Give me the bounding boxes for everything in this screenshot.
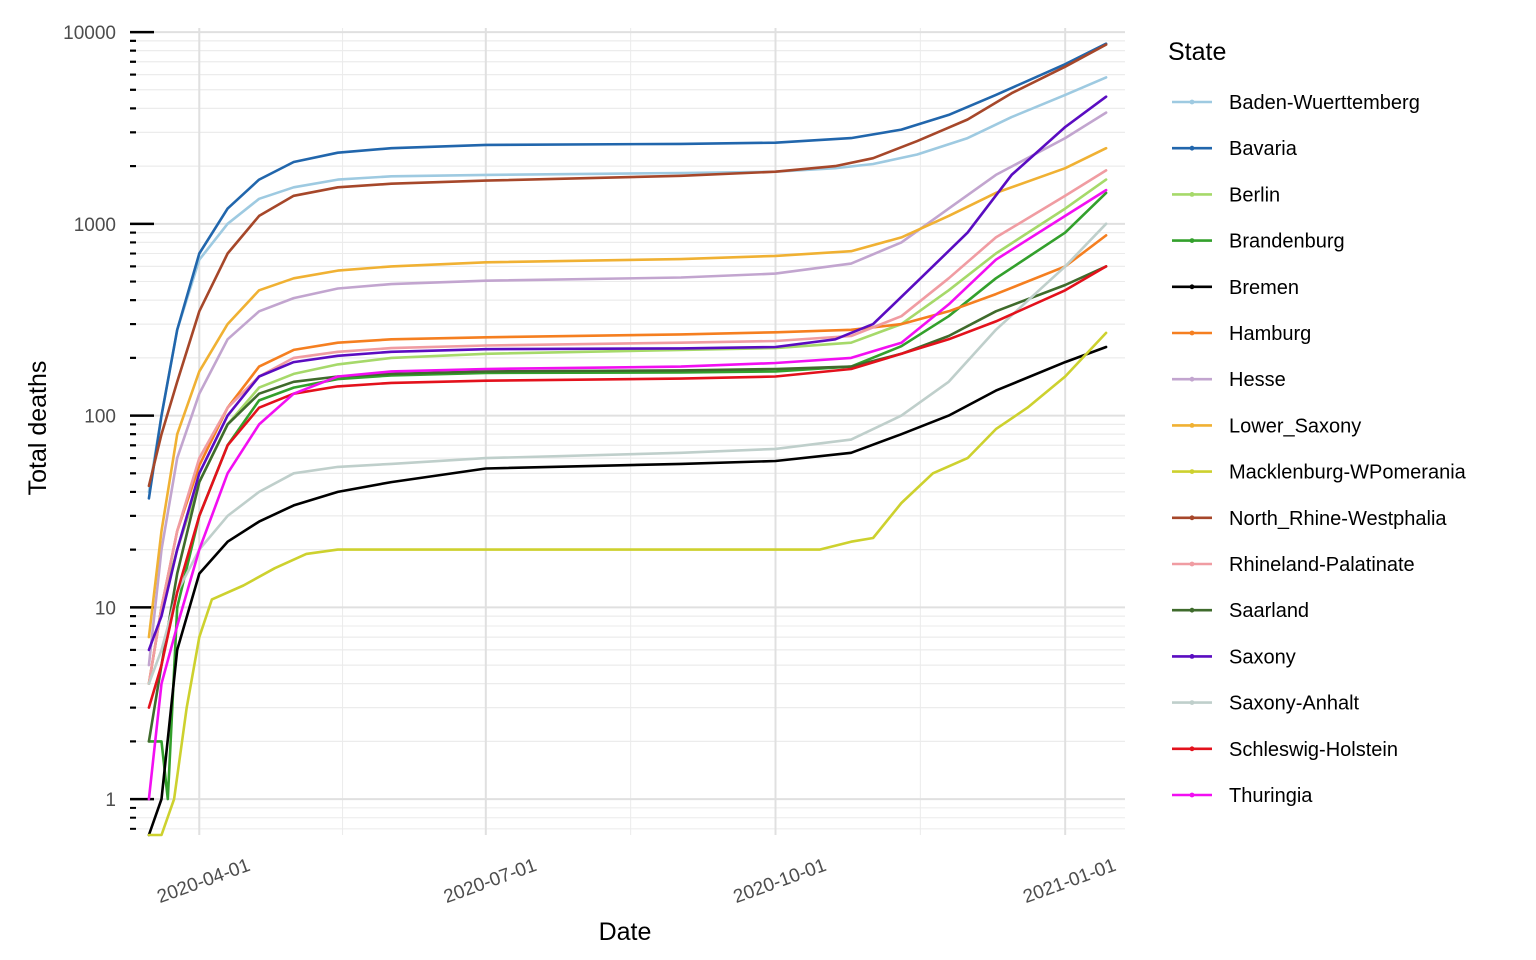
- legend-key-point: [1189, 238, 1195, 244]
- series-line: [147, 265, 1108, 709]
- legend-label: Hesse: [1229, 369, 1286, 391]
- series-line: [147, 234, 1108, 685]
- y-tick-label: 10000: [63, 23, 116, 44]
- legend-key-point: [1189, 99, 1195, 105]
- legend-label: Saxony: [1229, 646, 1296, 668]
- legend-key-point: [1189, 700, 1195, 705]
- legend-key-point: [1189, 469, 1195, 474]
- legend-key-point: [1189, 654, 1195, 659]
- legend-key-point: [1189, 792, 1195, 798]
- legend-key-point: [1189, 145, 1195, 151]
- x-tick-label: 2020-07-01: [441, 855, 540, 908]
- legend-key-point: [1189, 746, 1195, 752]
- legend-key-point: [1189, 376, 1195, 382]
- y-tick-label: 100: [84, 407, 116, 428]
- legend-key-point: [1189, 515, 1195, 521]
- series-line: [147, 331, 1108, 837]
- legend-key-point: [1189, 330, 1195, 336]
- legend-label: North_Rhine-Westphalia: [1229, 508, 1447, 530]
- legend-label: Saxony-Anhalt: [1229, 693, 1360, 715]
- legend-key-point: [1189, 192, 1195, 197]
- y-axis-title: Total deaths: [24, 361, 52, 496]
- legend-key-point: [1189, 423, 1195, 428]
- legend-label: Rhineland-Palatinate: [1229, 554, 1415, 576]
- legend: State Baden-Wuerttemberg Bavaria Berlin Bra…: [1168, 38, 1467, 807]
- x-tick-labels: 2020-04-01 2020-07-01 2020-10-01 2021-01-01: [154, 855, 1118, 908]
- series-line: [147, 42, 1108, 500]
- series-line: [147, 76, 1108, 494]
- series-line: [147, 345, 1108, 837]
- legend-label: Lower_Saxony: [1229, 415, 1361, 437]
- series-line: [147, 43, 1108, 488]
- legend-key-point: [1189, 284, 1195, 290]
- legend-label: Brandenburg: [1229, 231, 1345, 253]
- y-tick-label: 1000: [74, 215, 116, 236]
- legend-label: Bavaria: [1229, 138, 1298, 160]
- legend-items: Baden-Wuerttemberg Bavaria Berlin Brandenbu…: [1172, 92, 1467, 807]
- grid-major: [130, 28, 1125, 835]
- legend-key-point: [1189, 607, 1195, 613]
- x-tick-label: 2020-10-01: [731, 855, 830, 908]
- grid-minor: [130, 28, 1125, 835]
- series-line: [147, 169, 1108, 685]
- legend-label: Saarland: [1229, 600, 1309, 622]
- y-axis-ticks: [130, 30, 154, 830]
- series-line: [147, 111, 1108, 667]
- series-line: [147, 95, 1108, 652]
- legend-label: Schleswig-Holstein: [1229, 739, 1398, 761]
- series-line: [147, 188, 1108, 801]
- series-line: [147, 222, 1108, 685]
- series-line: [147, 146, 1108, 639]
- x-axis-title: Date: [599, 918, 652, 946]
- y-tick-labels: 1 10 100 1000 10000: [63, 23, 116, 811]
- legend-title: State: [1168, 38, 1226, 66]
- series-line: [147, 191, 1108, 801]
- legend-label: Macklenburg-WPomerania: [1229, 462, 1467, 484]
- legend-label: Thuringia: [1229, 785, 1313, 807]
- x-tick-label: 2020-04-01: [154, 855, 253, 908]
- y-tick-label: 10: [95, 598, 116, 619]
- legend-key-point: [1189, 561, 1195, 567]
- legend-label: Berlin: [1229, 184, 1280, 206]
- y-tick-label: 1: [105, 790, 116, 811]
- legend-label: Baden-Wuerttemberg: [1229, 92, 1420, 114]
- series-line: [147, 265, 1108, 743]
- legend-label: Hamburg: [1229, 323, 1311, 345]
- x-tick-label: 2021-01-01: [1020, 855, 1119, 908]
- series-lines: [147, 42, 1108, 837]
- legend-label: Bremen: [1229, 277, 1299, 299]
